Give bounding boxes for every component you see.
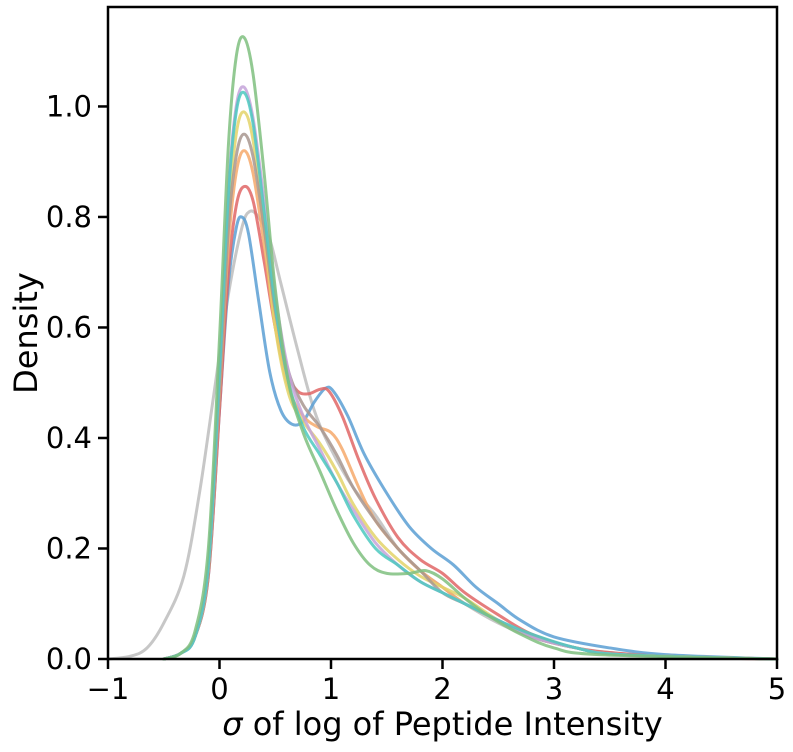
density-curve-3 [162,184,779,661]
y-tick-label: 0.2 [46,531,92,565]
y-axis-label: Density [7,272,45,394]
x-tick-label: 2 [433,672,451,706]
x-axis: −1 0 1 2 3 4 5 [87,659,786,706]
y-tick-label: 0.6 [46,310,92,344]
y-tick-label: 1.0 [46,89,92,123]
x-tick-label: 5 [768,672,786,706]
x-tick-label: 4 [656,672,674,706]
x-axis-label: σ of log of Peptide Intensity [222,705,662,743]
x-tick-label: 3 [545,672,563,706]
y-tick-label: 0.0 [46,642,92,676]
x-tick-label: −1 [87,672,130,706]
x-tick-label: 0 [210,672,228,706]
y-axis: 0.0 0.2 0.4 0.6 0.8 1.0 [46,89,108,676]
x-tick-label: 1 [322,672,340,706]
density-curve-2 [162,215,779,661]
density-curve-9 [162,35,779,661]
y-tick-label: 0.8 [46,200,92,234]
curves-layer [106,35,779,661]
y-tick-label: 0.4 [46,421,92,455]
